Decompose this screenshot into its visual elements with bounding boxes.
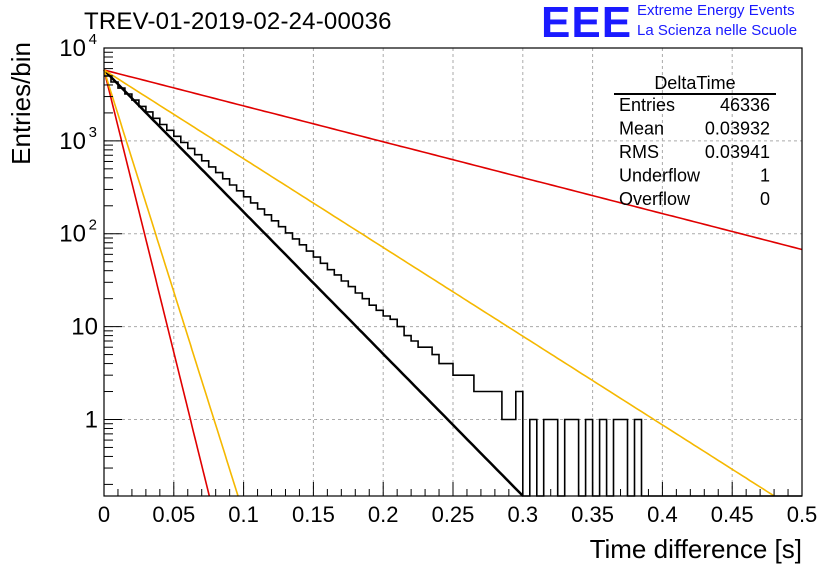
stats-row-value: 0 [760, 189, 770, 209]
x-tick-label: 0.35 [571, 502, 614, 527]
histogram-outline [104, 75, 802, 497]
fit-curve [103, 69, 211, 497]
x-tick-label: 0.45 [711, 502, 754, 527]
x-tick-label: 0.3 [508, 502, 539, 527]
stats-row-label: Entries [619, 95, 675, 115]
stats-row-value: 0.03932 [705, 119, 770, 139]
brand-line-2: La Scienza nelle Scuole [637, 22, 798, 39]
fit-curves [103, 69, 803, 497]
stats-row-label: Underflow [619, 166, 701, 186]
y-tick-label: 10 [59, 221, 86, 248]
grid-lines [104, 48, 802, 496]
x-axis-label: Time difference [s] [590, 534, 802, 564]
x-tick-label: 0.5 [787, 502, 818, 527]
x-axis-ticks: 0 0.05 0.1 0.15 0.2 0.25 0.3 0.35 0.4 0.45 0.5 [98, 482, 817, 527]
x-tick-label: 0 [98, 502, 110, 527]
y-tick-label: 10 [59, 128, 86, 155]
y-tick-label: 1 [85, 406, 98, 433]
y-axis-label: Entries/bin [6, 42, 36, 165]
x-tick-label: 0.05 [152, 502, 195, 527]
fit-curve [103, 69, 239, 497]
x-tick-label: 0.25 [432, 502, 475, 527]
brand-line-1: Extreme Energy Events [637, 2, 795, 19]
y-tick-label: 10 [71, 314, 98, 341]
stats-box-name: DeltaTime [654, 73, 735, 93]
stats-row-value: 1 [760, 166, 770, 186]
stats-row-label: Overflow [619, 189, 691, 209]
fit-curve [103, 69, 524, 497]
eee-logo: EEE [541, 0, 633, 47]
fit-curve [103, 69, 775, 497]
y-tick-exponent: 2 [89, 217, 97, 234]
y-tick-exponent: 3 [89, 124, 97, 141]
x-tick-label: 0.4 [647, 502, 678, 527]
stats-row-value: 0.03941 [705, 142, 770, 162]
histogram-bars [104, 75, 802, 497]
y-tick-label: 10 [59, 35, 86, 62]
x-tick-label: 0.15 [292, 502, 335, 527]
y-tick-exponent: 4 [89, 31, 97, 48]
x-tick-label: 0.1 [228, 502, 259, 527]
stats-row-label: Mean [619, 119, 664, 139]
stats-row-label: RMS [619, 142, 659, 162]
chart-title: TREV-01-2019-02-24-00036 [84, 8, 392, 35]
fit-curve [103, 69, 803, 251]
stats-row-value: 46336 [720, 95, 770, 115]
x-tick-label: 0.2 [368, 502, 399, 527]
